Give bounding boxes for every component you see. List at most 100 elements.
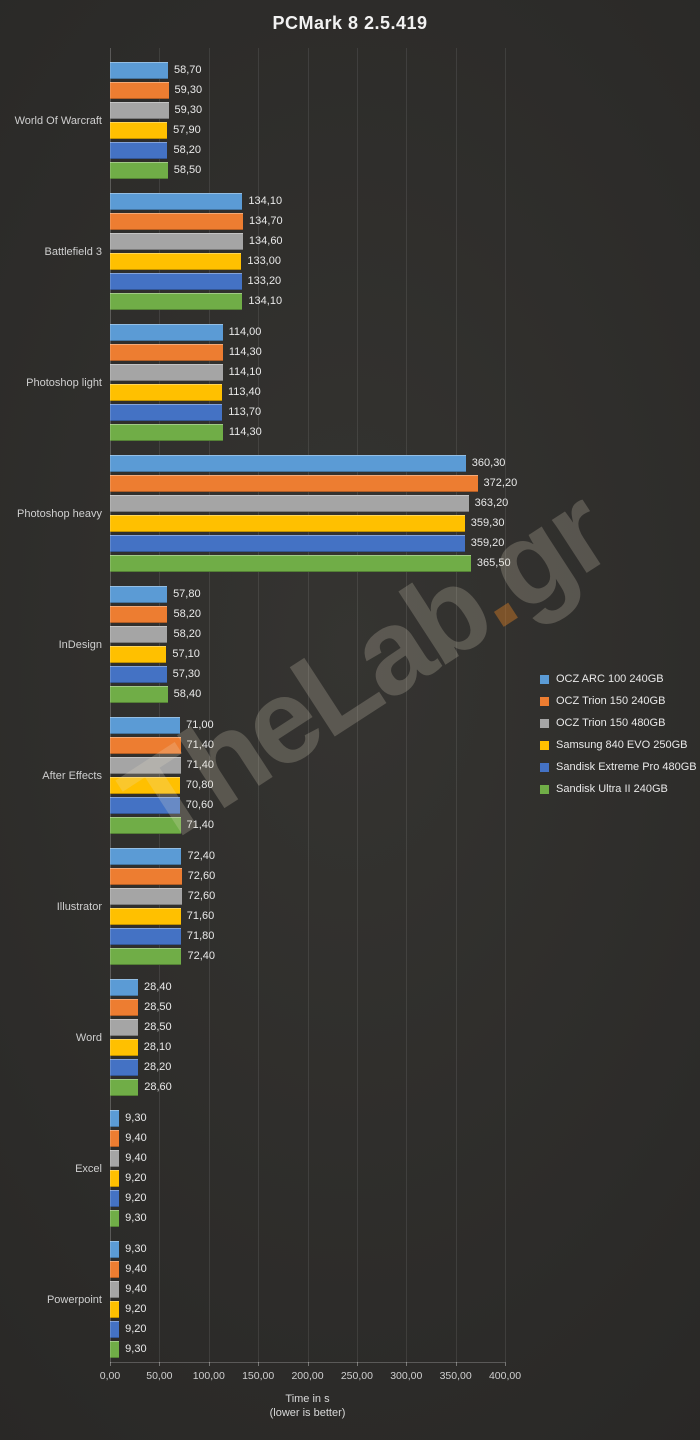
category-label: World Of Warcraft (14, 114, 102, 127)
x-tick-label: 300,00 (390, 1370, 423, 1382)
bar-value-label: 134,10 (248, 295, 283, 307)
legend-item: OCZ ARC 100 240GB (540, 668, 697, 690)
gridline (406, 48, 408, 1362)
bar-value-label: 71,60 (186, 910, 215, 922)
bar-value-label: 70,60 (185, 799, 214, 811)
legend-label: Sandisk Ultra II 240GB (556, 783, 668, 795)
category-label: Word (75, 1031, 102, 1044)
bar (110, 686, 168, 703)
bar-value-label: 9,20 (125, 1172, 147, 1184)
legend-swatch (540, 674, 549, 684)
bar (110, 606, 168, 623)
bar-value-label: 58,20 (173, 608, 201, 620)
bar-value-label: 71,40 (186, 819, 215, 831)
bar-value-label: 114,10 (228, 366, 262, 378)
bar-value-label: 114,30 (228, 426, 262, 438)
x-axis-sublabel: (lower is better) (269, 1407, 346, 1419)
bar (110, 535, 465, 552)
bar-value-label: 9,40 (125, 1263, 147, 1275)
axis-tick (406, 1362, 408, 1366)
bar (110, 1150, 120, 1167)
legend-item: Sandisk Ultra II 240GB (540, 778, 697, 800)
bar (110, 82, 169, 99)
legend-swatch (540, 740, 549, 750)
x-tick-label: 350,00 (439, 1370, 472, 1382)
gridline (356, 48, 358, 1362)
legend-label: OCZ ARC 100 240GB (556, 673, 664, 685)
x-tick-label: 400,00 (488, 1370, 522, 1382)
bar-value-label: 363,20 (474, 497, 509, 509)
bar (110, 213, 244, 230)
bar-value-label: 57,10 (172, 648, 200, 660)
bar (110, 233, 243, 250)
bar (110, 979, 139, 996)
legend-label: Sandisk Extreme Pro 480GB (556, 761, 697, 773)
bar-value-label: 72,40 (187, 950, 216, 962)
bar (110, 1341, 120, 1358)
bar (110, 324, 223, 341)
gridline (258, 48, 260, 1362)
x-tick-label: 0,00 (99, 1370, 121, 1382)
bar (110, 1170, 120, 1187)
bar (110, 646, 167, 663)
bar-value-label: 71,40 (186, 759, 215, 771)
bar-value-label: 57,30 (172, 668, 201, 680)
bar (110, 384, 222, 401)
bar (110, 142, 168, 159)
bar (110, 162, 168, 179)
gridline (159, 48, 161, 1362)
bar (110, 1301, 120, 1318)
bar (110, 102, 169, 119)
bar-value-label: 72,60 (187, 870, 216, 882)
bar-value-label: 9,20 (125, 1303, 147, 1315)
axis-tick (258, 1362, 260, 1366)
bar-value-label: 134,10 (248, 195, 283, 207)
category-label: Illustrator (56, 900, 102, 913)
legend-swatch (540, 696, 549, 706)
bar (110, 404, 223, 421)
axis-tick (110, 1362, 111, 1366)
bar-value-label: 9,30 (125, 1243, 147, 1255)
bar (110, 757, 181, 774)
bar-value-label: 57,80 (173, 588, 201, 600)
axis-tick (208, 1362, 210, 1366)
bar-value-label: 58,20 (173, 628, 201, 640)
bar (110, 62, 168, 79)
bar (110, 344, 223, 361)
legend-swatch (540, 718, 549, 728)
bar-value-label: 72,60 (187, 890, 216, 902)
bar-value-label: 9,30 (125, 1212, 147, 1224)
bar (110, 555, 471, 572)
category-label: Photoshop heavy (16, 507, 102, 520)
bar-value-label: 133,20 (247, 275, 282, 287)
bar (110, 1190, 120, 1207)
bar (110, 817, 181, 834)
gridline (307, 48, 309, 1362)
x-tick-label: 150,00 (242, 1370, 275, 1382)
axis-tick (159, 1362, 161, 1366)
category-label: Powerpoint (46, 1293, 102, 1306)
bar (110, 1059, 138, 1076)
bar (110, 928, 181, 945)
bar-value-label: 365,50 (476, 557, 511, 569)
category-label: Photoshop light (26, 376, 102, 389)
bar (110, 1039, 138, 1056)
bar (110, 455, 466, 472)
bar-value-label: 28,20 (143, 1061, 172, 1073)
bar (110, 1019, 139, 1036)
bar (110, 495, 469, 512)
gridline (505, 48, 506, 1362)
legend-label: OCZ Trion 150 240GB (556, 695, 666, 707)
x-axis-label: Time in s (285, 1393, 330, 1405)
bar-value-label: 134,70 (249, 215, 283, 227)
bar-value-label: 133,00 (247, 255, 281, 267)
axis-tick (455, 1362, 457, 1366)
bar-value-label: 28,40 (144, 981, 172, 993)
bar-value-label: 360,30 (471, 457, 506, 469)
legend-item: OCZ Trion 150 240GB (540, 690, 697, 712)
x-tick-label: 100,00 (192, 1370, 225, 1382)
bar-value-label: 59,30 (174, 84, 203, 96)
bar (110, 908, 181, 925)
bar-value-label: 28,10 (143, 1041, 172, 1053)
